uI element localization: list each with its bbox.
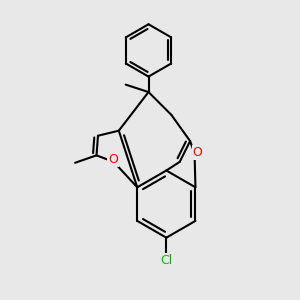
Text: Cl: Cl [160, 254, 172, 267]
Text: O: O [193, 146, 202, 159]
Text: O: O [108, 153, 118, 166]
